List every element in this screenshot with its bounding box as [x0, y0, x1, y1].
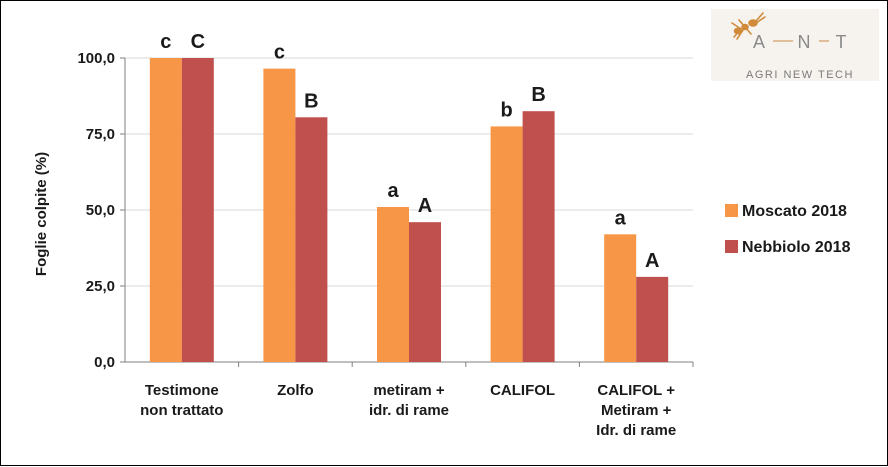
y-tick-label: 25,0 [86, 278, 115, 295]
x-tick-label: Zolfo [277, 382, 314, 399]
bar-nebbiolo [181, 58, 214, 362]
bar-moscato [377, 206, 409, 362]
logo: A N T AGRI NEW TECH [711, 9, 879, 81]
bar-moscato [149, 58, 182, 362]
legend-swatch [725, 204, 738, 217]
significance-letter: c [274, 42, 285, 64]
y-axis-title: Foglie colpite (%) [33, 152, 50, 276]
logo-subtitle: AGRI NEW TECH [746, 69, 854, 81]
legend-label: Nebbiolo 2018 [742, 239, 851, 256]
bar-nebbiolo [295, 117, 328, 362]
significance-letter: a [615, 207, 627, 229]
significance-letter: c [160, 31, 171, 53]
bar-nebbiolo [522, 111, 555, 362]
x-tick-label: metiram + idr. di rame [369, 382, 449, 419]
significance-letter: C [191, 31, 205, 53]
bar-nebbiolo [409, 222, 441, 362]
bar-moscato [263, 68, 296, 362]
bar-nebbiolo [636, 276, 669, 362]
x-tick-label: Testimone non trattato [140, 382, 223, 419]
significance-letter: A [418, 195, 432, 217]
logo-letter-a: A [753, 32, 765, 52]
y-tick-label: 75,0 [86, 126, 115, 143]
legend-swatch [725, 240, 738, 253]
significance-letter: b [500, 99, 512, 121]
logo-letter-t: T [836, 32, 847, 52]
significance-letter: A [645, 250, 659, 272]
significance-letter: B [531, 84, 545, 106]
y-tick-label: 0,0 [94, 354, 115, 371]
significance-letter: a [387, 180, 399, 202]
bar-moscato [604, 234, 637, 362]
logo-letter-n: N [798, 32, 811, 52]
y-tick-label: 50,0 [86, 202, 115, 219]
bars [149, 58, 669, 363]
x-tick-label: CALIFOL [490, 382, 555, 399]
legend: Moscato 2018 Nebbiolo 2018 [725, 203, 851, 256]
legend-label: Moscato 2018 [742, 203, 847, 220]
ant-icon [731, 12, 766, 40]
y-tick-label: 100,0 [77, 50, 115, 67]
x-tick-label: CALIFOL + Metiram + Idr. di rame [596, 382, 676, 439]
significance-letter: B [304, 90, 318, 112]
bar-moscato [490, 126, 523, 363]
